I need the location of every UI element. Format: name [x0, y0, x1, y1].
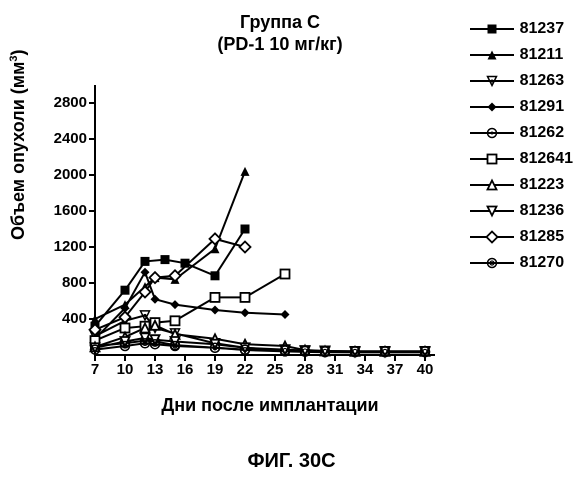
legend-swatch [470, 47, 514, 63]
legend-label: 81285 [520, 228, 565, 246]
title-line1: Группа С [165, 12, 395, 34]
legend-label: 812641 [520, 150, 573, 168]
legend-item-81291: 81291 [470, 96, 573, 118]
legend-label: 81237 [520, 20, 565, 38]
x-tick: 31 [320, 361, 350, 378]
y-tick: 1200 [27, 238, 87, 255]
y-tick: 2800 [27, 94, 87, 111]
figure-label: ФИГ. 30С [0, 450, 583, 473]
legend-swatch [470, 255, 514, 271]
legend-item-81237: 81237 [470, 18, 573, 40]
y-tick: 2400 [27, 130, 87, 147]
plot-area [95, 85, 435, 355]
legend-label: 81263 [520, 72, 565, 90]
x-tick: 13 [140, 361, 170, 378]
title-line2: (PD-1 10 мг/кг) [165, 34, 395, 56]
x-tick: 28 [290, 361, 320, 378]
legend-swatch [470, 99, 514, 115]
legend-swatch [470, 229, 514, 245]
x-tick: 7 [80, 361, 110, 378]
legend-swatch [470, 21, 514, 37]
legend-swatch [470, 177, 514, 193]
x-tick: 25 [260, 361, 290, 378]
legend-item-81285: 81285 [470, 226, 573, 248]
legend-item-81211: 81211 [470, 44, 573, 66]
x-axis-label: Дни после имплантации [120, 395, 420, 416]
legend-item-81270: 81270 [470, 252, 573, 274]
x-tick: 16 [170, 361, 200, 378]
y-tick: 400 [27, 310, 87, 327]
legend-label: 81291 [520, 98, 565, 116]
legend: 81237 81211 81263 81291 81262 812641 81223 8123… [470, 18, 573, 278]
legend-item-81223: 81223 [470, 174, 573, 196]
y-tick: 1600 [27, 202, 87, 219]
legend-label: 81223 [520, 176, 565, 194]
x-tick: 19 [200, 361, 230, 378]
legend-swatch [470, 151, 514, 167]
y-tick: 2000 [27, 166, 87, 183]
x-tick: 40 [410, 361, 440, 378]
x-tick: 22 [230, 361, 260, 378]
legend-item-81262: 81262 [470, 122, 573, 144]
legend-label: 81270 [520, 254, 565, 272]
legend-item-812641: 812641 [470, 148, 573, 170]
legend-swatch [470, 203, 514, 219]
legend-label: 81236 [520, 202, 565, 220]
y-tick: 800 [27, 274, 87, 291]
x-tick: 10 [110, 361, 140, 378]
x-tick: 34 [350, 361, 380, 378]
legend-swatch [470, 125, 514, 141]
legend-item-81236: 81236 [470, 200, 573, 222]
legend-label: 81211 [520, 46, 564, 64]
legend-swatch [470, 73, 514, 89]
x-tick: 37 [380, 361, 410, 378]
y-axis-label: Объем опухоли (мм3) [8, 49, 29, 240]
chart-title: Группа С (PD-1 10 мг/кг) [165, 12, 395, 55]
legend-item-81263: 81263 [470, 70, 573, 92]
chart-container: Группа С (PD-1 10 мг/кг) 81237 81211 81263… [0, 0, 583, 500]
legend-label: 81262 [520, 124, 565, 142]
